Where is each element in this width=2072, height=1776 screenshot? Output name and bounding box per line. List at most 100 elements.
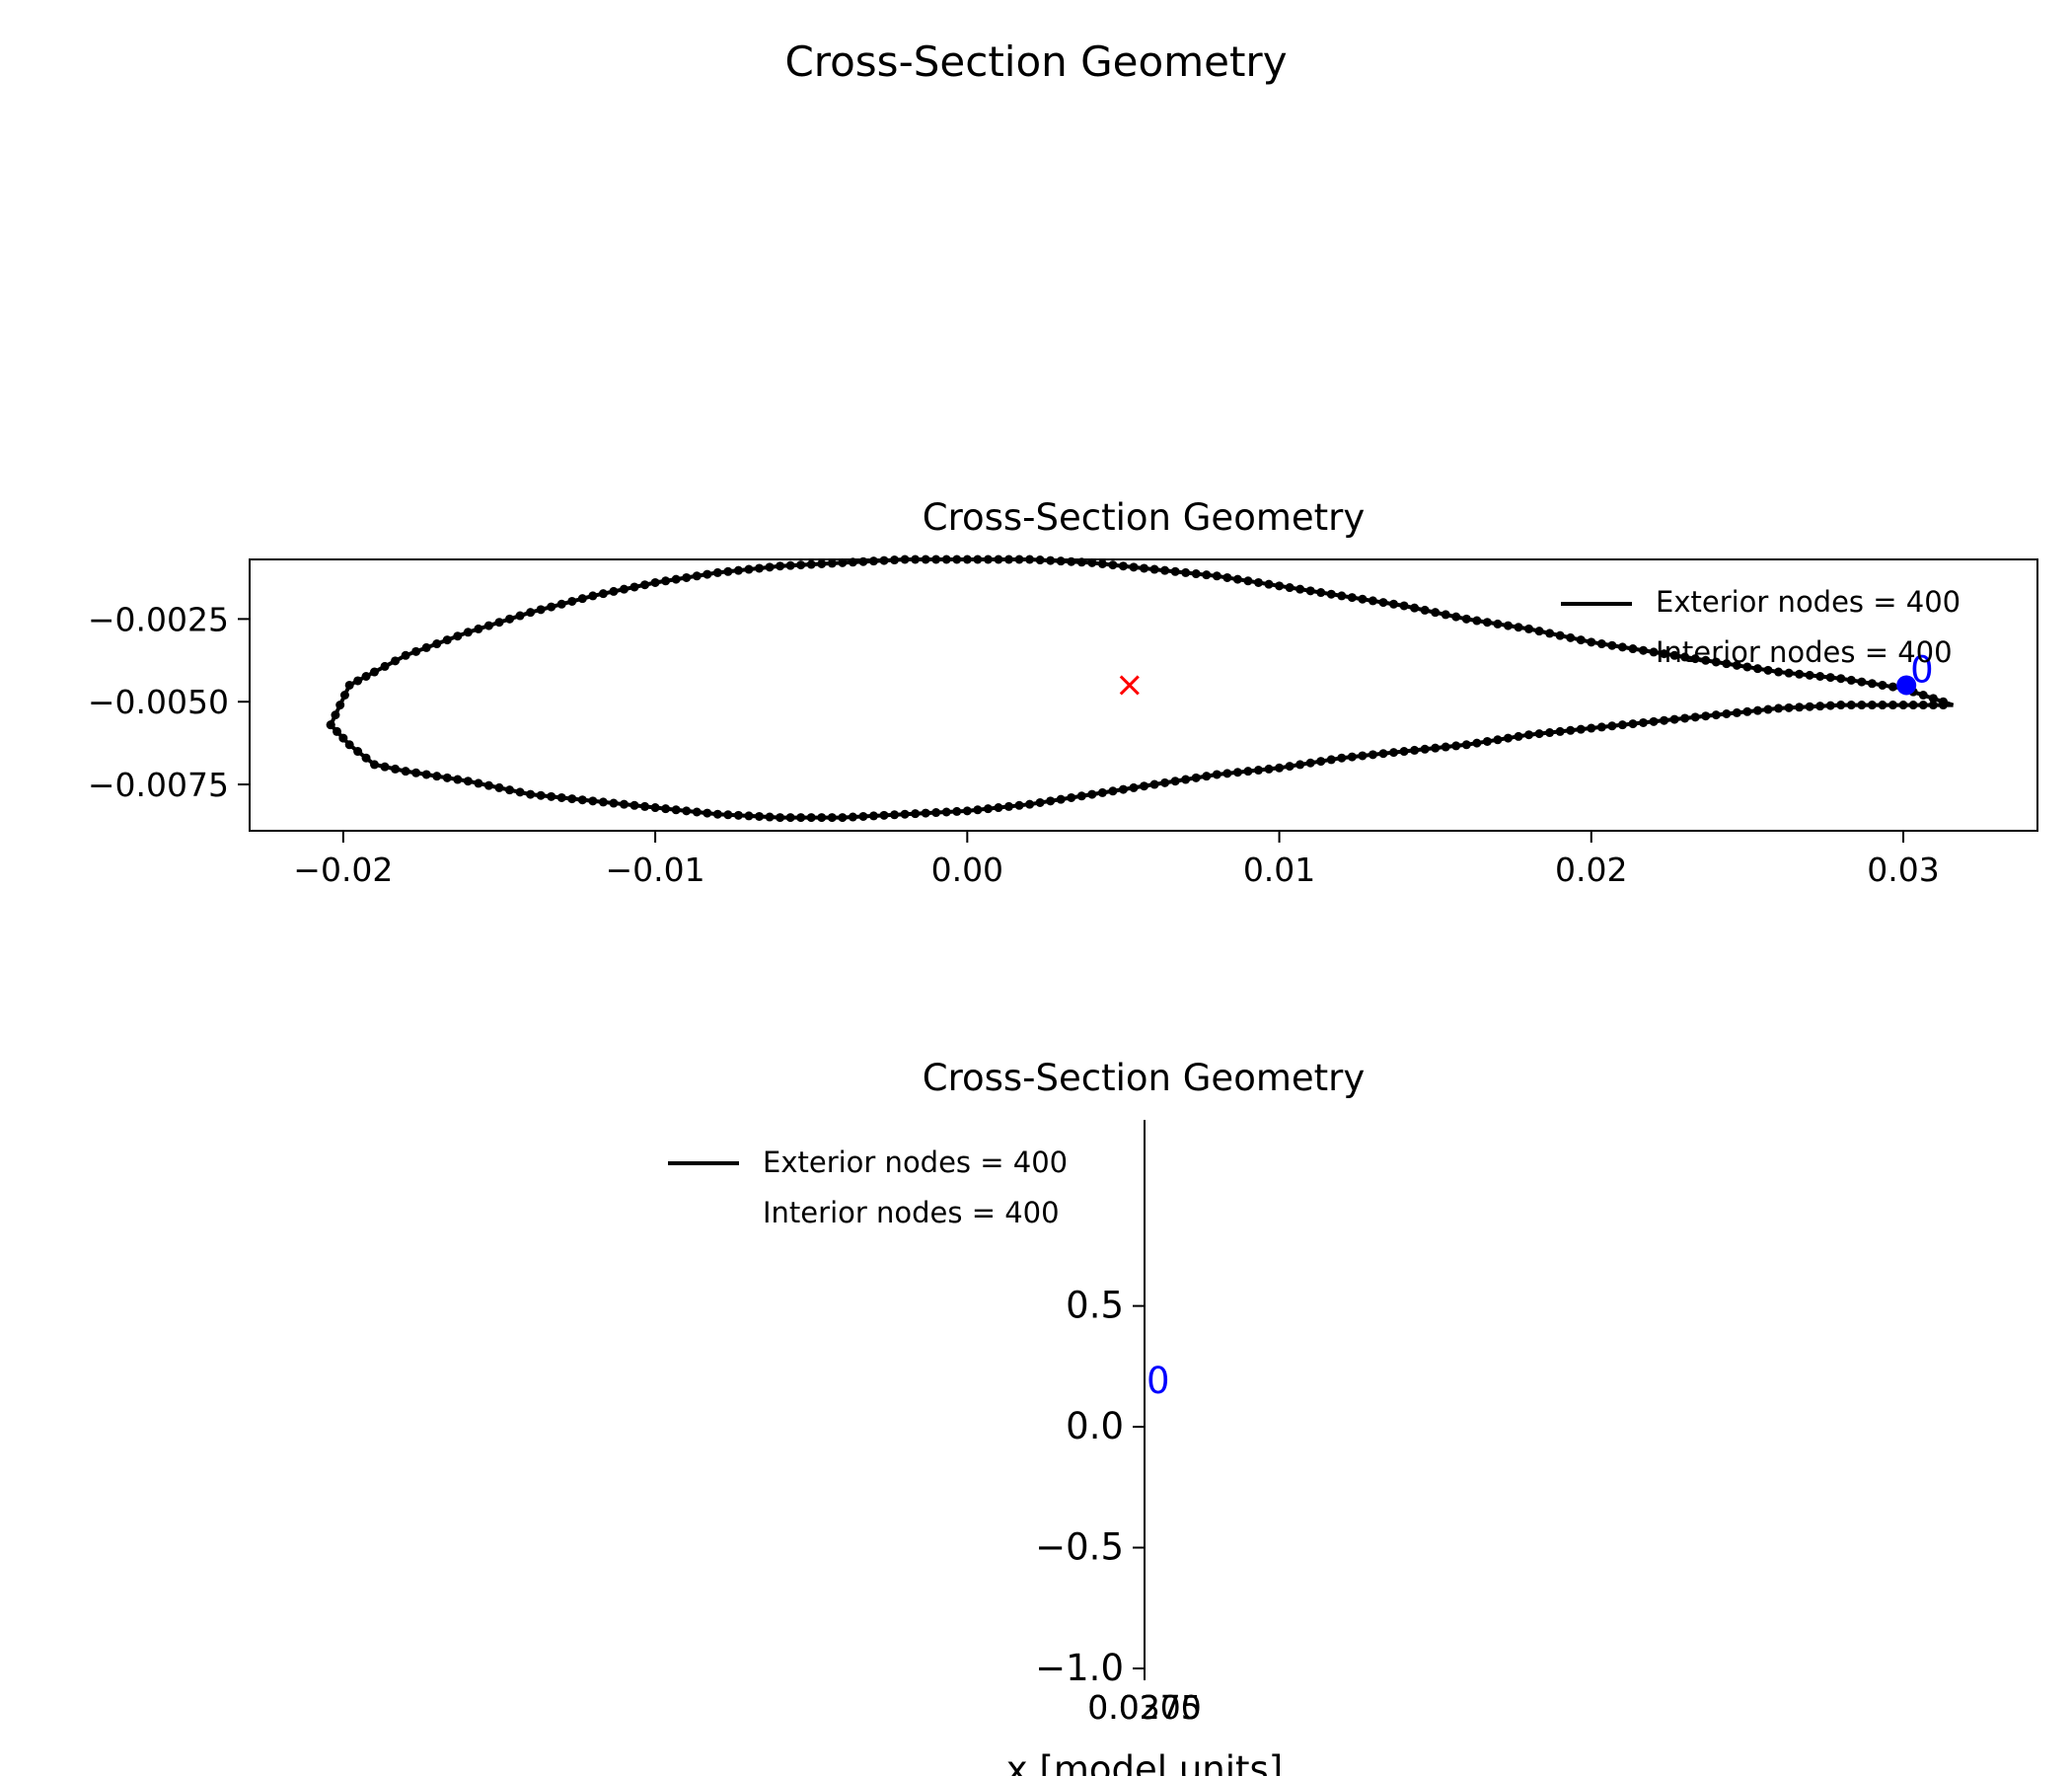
node-point xyxy=(868,811,878,821)
node-point xyxy=(1795,703,1805,712)
bottom-legend-exterior-label: Exterior nodes = 400 xyxy=(763,1146,1068,1179)
bottom-legend-interior-label: Interior nodes = 400 xyxy=(763,1196,1060,1229)
node-point xyxy=(1097,787,1107,797)
node-point xyxy=(1275,581,1285,591)
node-point xyxy=(1181,775,1191,784)
node-point xyxy=(1003,801,1013,811)
bottom-x-axis-label: x [model units] xyxy=(1006,1748,1283,1776)
top-subplot-title: Cross-Section Geometry xyxy=(923,496,1366,539)
node-point xyxy=(598,797,608,807)
node-point xyxy=(1752,705,1762,715)
node-point xyxy=(1285,762,1295,772)
node-point xyxy=(1545,629,1555,638)
node-point xyxy=(1160,565,1170,575)
node-point xyxy=(817,813,827,823)
node-point xyxy=(1722,659,1732,669)
centroid-marker xyxy=(1119,675,1140,696)
node-point xyxy=(1503,621,1513,630)
node-point xyxy=(723,566,733,576)
node-point xyxy=(1576,724,1586,734)
node-point xyxy=(1918,691,1928,700)
node-point xyxy=(765,812,775,822)
node-point xyxy=(588,591,598,601)
node-point xyxy=(1056,794,1066,804)
node-point xyxy=(1576,635,1586,645)
node-point xyxy=(453,775,463,784)
node-point xyxy=(1669,714,1679,724)
bottom-x-axis: 0.0275 0.0300 x [model units] xyxy=(1006,1668,1283,1776)
node-point xyxy=(1836,701,1846,710)
node-point xyxy=(609,798,619,808)
node-point xyxy=(765,562,775,572)
node-point xyxy=(333,726,342,736)
node-point xyxy=(744,811,754,821)
node-point xyxy=(1420,744,1430,754)
node-point xyxy=(380,762,390,772)
node-point xyxy=(1617,720,1627,730)
node-point xyxy=(609,586,619,596)
node-point xyxy=(361,671,371,681)
node-point xyxy=(1129,562,1139,572)
node-point xyxy=(411,646,421,656)
node-point xyxy=(671,574,681,584)
node-point xyxy=(1358,594,1368,604)
node-point xyxy=(994,803,1003,813)
node-point xyxy=(629,582,639,592)
node-point xyxy=(494,782,504,792)
node-point xyxy=(868,556,878,566)
node-point xyxy=(1701,711,1711,721)
node-point xyxy=(723,810,733,820)
node-point xyxy=(1711,657,1721,667)
node-point xyxy=(1140,781,1149,791)
node-point xyxy=(567,596,577,606)
node-point xyxy=(1305,758,1315,768)
node-point xyxy=(463,777,473,786)
node-point xyxy=(1524,624,1534,633)
node-point xyxy=(712,567,722,577)
node-point xyxy=(1649,716,1659,726)
node-point xyxy=(1451,612,1461,622)
bottom-subplot-title: Cross-Section Geometry xyxy=(923,1057,1366,1099)
node-point xyxy=(1067,792,1076,802)
node-point xyxy=(1857,677,1867,687)
bottom-ytick-label: 0.5 xyxy=(1066,1285,1124,1327)
node-point xyxy=(494,618,504,628)
node-point xyxy=(1534,627,1544,636)
node-point xyxy=(1908,701,1918,710)
node-point xyxy=(515,611,525,621)
node-point xyxy=(1938,701,1948,710)
node-point xyxy=(941,807,951,817)
node-point xyxy=(640,580,650,590)
node-point xyxy=(1076,791,1086,801)
node-point xyxy=(890,810,900,820)
top-axes-frame xyxy=(249,558,2038,832)
top-ytick-label: −0.0075 xyxy=(88,766,229,804)
node-point xyxy=(432,772,442,781)
node-point xyxy=(1368,596,1377,606)
node-point xyxy=(1149,564,1159,574)
node-point xyxy=(1898,701,1908,710)
node-point xyxy=(1795,669,1805,679)
node-point xyxy=(1118,561,1128,571)
node-point xyxy=(1222,769,1232,778)
node-point xyxy=(1669,650,1679,660)
node-point xyxy=(369,760,379,770)
node-point xyxy=(1784,703,1794,712)
top-xtick-label: 0.02 xyxy=(1555,851,1627,889)
node-point xyxy=(1316,757,1326,767)
node-point xyxy=(1129,782,1139,792)
node-point xyxy=(1503,733,1513,743)
bottom-subplot: Cross-Section Geometry 0.5 0.0 −0.5 −1.0 0.… xyxy=(668,1057,1365,1776)
node-point xyxy=(401,650,410,660)
node-point xyxy=(755,563,765,573)
top-ytick-label: −0.0050 xyxy=(88,683,229,721)
node-point xyxy=(682,806,692,816)
node-point xyxy=(338,733,348,743)
node-point xyxy=(1025,799,1035,809)
bottom-ytick-label: −1.0 xyxy=(1035,1647,1124,1689)
node-point xyxy=(661,576,671,586)
node-point xyxy=(1191,773,1201,782)
node-point xyxy=(806,813,816,823)
top-xtick-label: −0.02 xyxy=(293,851,393,889)
node-point xyxy=(567,794,577,804)
